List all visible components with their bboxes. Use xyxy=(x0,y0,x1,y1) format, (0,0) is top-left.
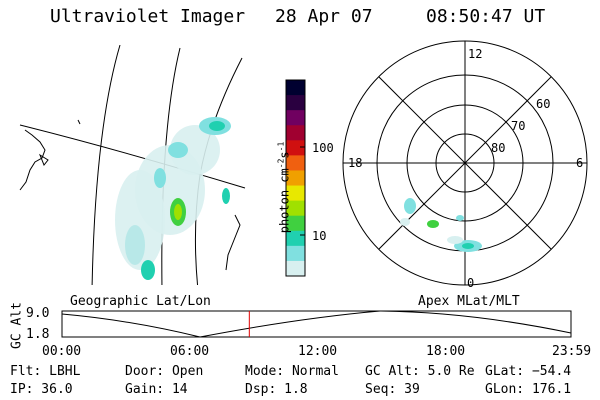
colorbar-unit-label: photon cm-2s-1 xyxy=(276,141,292,234)
info-glon: GLon: 176.1 xyxy=(485,382,572,397)
info-ip: IP: 36.0 xyxy=(10,382,73,397)
info-gcalt: GC Alt: 5.0 Re xyxy=(365,364,475,379)
mlt-label-6: 6 xyxy=(576,156,584,170)
colorbar-segment xyxy=(286,260,305,277)
colorbar-segment xyxy=(286,245,305,262)
mlt-label-18: 18 xyxy=(348,156,363,170)
auroral-emission xyxy=(115,117,231,280)
time-tick-4: 23:59 xyxy=(552,344,592,359)
mlat-label-60: 60 xyxy=(536,97,551,111)
info-seq: Seq: 39 xyxy=(365,382,420,397)
colorbar xyxy=(285,79,306,277)
time-tick-1: 06:00 xyxy=(170,344,210,359)
alt-tick-high: 9.0 xyxy=(26,306,50,321)
apex-caption: Apex MLat/MLT xyxy=(418,294,520,309)
time-label: 08:50:47 UT xyxy=(426,6,546,27)
info-gain: Gain: 14 xyxy=(125,382,188,397)
geographic-caption: Geographic Lat/Lon xyxy=(70,294,211,309)
info-mode: Mode: Normal xyxy=(245,364,339,379)
colorbar-segment xyxy=(286,170,305,187)
app-title: Ultraviolet Imager xyxy=(50,6,246,27)
mlt-label-0: 0 xyxy=(467,276,475,290)
info-door: Door: Open xyxy=(125,364,204,379)
colorbar-segment xyxy=(286,125,305,141)
info-glat: GLat: −54.4 xyxy=(485,364,572,379)
alt-tick-low: 1.8 xyxy=(26,327,50,342)
mlat-label-70: 70 xyxy=(511,119,526,133)
colorbar-segment xyxy=(286,185,305,202)
gc-alt-axis-label: GC Alt xyxy=(9,302,25,349)
mlt-label-12: 12 xyxy=(468,47,483,61)
colorbar-segment xyxy=(286,110,305,126)
colorbar-tick-100: 100 xyxy=(312,141,334,155)
date-label: 28 Apr 07 xyxy=(275,6,373,27)
colorbar-segment xyxy=(286,155,305,171)
time-tick-3: 18:00 xyxy=(426,344,466,359)
colorbar-tick-10: 10 xyxy=(312,229,327,243)
info-flt: Flt: LBHL xyxy=(10,364,81,379)
mlat-label-80: 80 xyxy=(491,141,506,155)
colorbar-segment xyxy=(286,215,305,232)
altitude-strip xyxy=(61,310,572,338)
info-dsp: Dsp: 1.8 xyxy=(245,382,308,397)
colorbar-segment xyxy=(286,200,305,217)
geographic-map xyxy=(19,45,246,285)
time-tick-2: 12:00 xyxy=(298,344,338,359)
colorbar-segment xyxy=(286,140,305,156)
colorbar-segment xyxy=(286,95,305,111)
colorbar-segment xyxy=(286,80,305,96)
polar-plot xyxy=(342,40,588,286)
time-tick-0: 00:00 xyxy=(42,344,82,359)
